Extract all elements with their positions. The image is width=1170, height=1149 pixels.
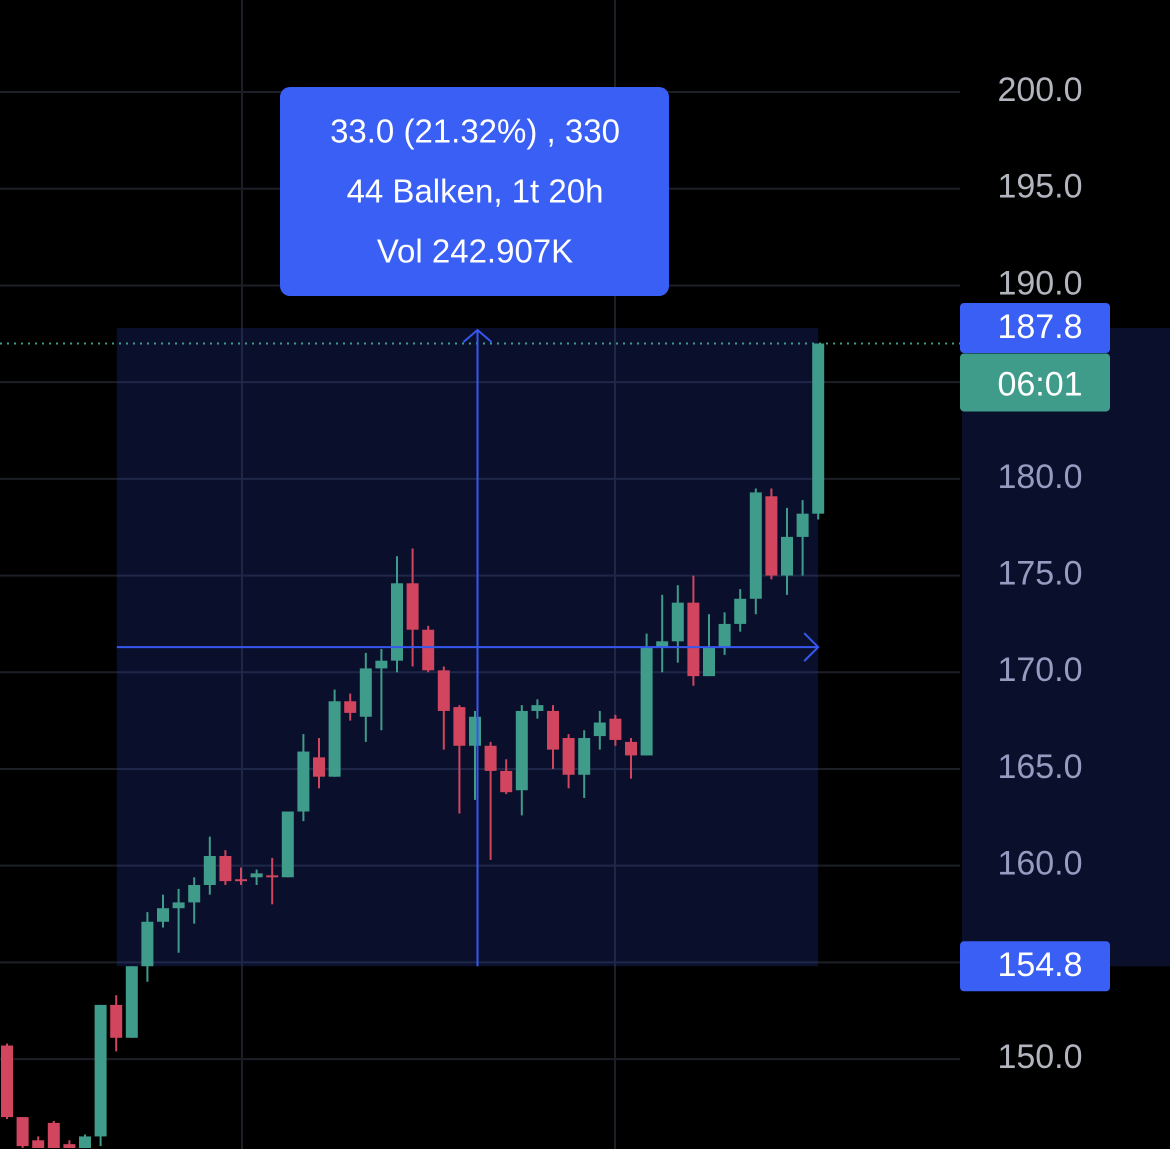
candle-body: [375, 660, 388, 669]
candle-body: [266, 875, 279, 878]
candle-body: [562, 738, 575, 775]
candle-body: [391, 583, 403, 661]
candle-body: [625, 741, 637, 756]
arrow-up: [462, 328, 493, 343]
candle-body: [531, 705, 544, 711]
candle-body: [734, 598, 747, 624]
measure-price-label: 187.8: [997, 308, 1082, 346]
candle-body: [281, 811, 294, 878]
candle-body: [125, 966, 138, 1038]
measure-price-badge: [960, 941, 1110, 992]
candle-body: [250, 873, 263, 878]
candle-body: [703, 647, 715, 677]
y-tick-label: 150.0: [997, 1038, 1082, 1076]
candle-body: [640, 647, 653, 756]
candle-body: [687, 602, 700, 677]
candle-body: [749, 492, 762, 599]
candle-body: [219, 855, 232, 882]
candle-body: [453, 707, 466, 746]
candle-body: [437, 670, 450, 711]
candle-body: [656, 641, 669, 648]
candle-body: [671, 602, 684, 642]
candle-body: [578, 738, 591, 775]
candle-body: [781, 536, 793, 576]
measure-axis-area: [962, 328, 1170, 967]
candle-body: [500, 770, 513, 793]
candle-body: [609, 718, 622, 740]
y-tick-label: 175.0: [997, 555, 1082, 593]
candle-body: [235, 879, 247, 882]
measure-tooltip: [280, 87, 669, 296]
candle-body: [313, 757, 325, 777]
y-tick-label: 170.0: [997, 651, 1082, 689]
candle-body: [188, 885, 201, 903]
y-tick-label: 160.0: [997, 845, 1082, 883]
candle-body: [515, 710, 528, 791]
candle-body: [765, 496, 778, 576]
candle-body: [63, 1144, 76, 1149]
tooltip-line: 44 Balken, 1t 20h: [347, 173, 604, 210]
candle-body: [141, 921, 154, 967]
candle-body: [32, 1140, 45, 1149]
y-tick-label: 180.0: [997, 458, 1082, 496]
candle-body: [47, 1122, 60, 1149]
y-tick-label: 190.0: [997, 264, 1082, 302]
candle-body: [406, 583, 419, 630]
candle-body: [484, 745, 497, 771]
candle-body: [203, 855, 216, 886]
candle-body: [1, 1045, 13, 1118]
candle-body: [157, 908, 169, 922]
countdown: 06:01: [997, 365, 1082, 403]
candle-body: [796, 513, 809, 537]
candle-body: [593, 722, 606, 737]
candle-body: [79, 1136, 91, 1149]
candle-body: [422, 629, 435, 671]
candle-body: [328, 701, 341, 777]
tooltip-line: Vol 242.907K: [377, 233, 573, 270]
candle-body: [344, 701, 357, 713]
candle-body: [359, 668, 372, 717]
y-tick-label: 195.0: [997, 168, 1082, 206]
candle-body: [297, 751, 310, 812]
candle-body: [16, 1117, 29, 1147]
candle-body: [718, 623, 731, 648]
candle-body: [110, 1004, 123, 1038]
measure-price-label: 154.8: [997, 946, 1082, 984]
candle-body: [469, 716, 481, 746]
y-tick-label: 165.0: [997, 748, 1082, 786]
candle-body: [172, 902, 185, 909]
measure-price-badge: [960, 303, 1110, 354]
y-tick-label: 200.0: [997, 71, 1082, 109]
candle-body: [94, 1004, 107, 1137]
candle-body: [547, 710, 559, 750]
tooltip-line: 33.0 (21.32%) , 330: [330, 113, 620, 150]
last-price-badge: [960, 353, 1110, 412]
arrow-right: [803, 632, 820, 662]
candle-body: [812, 343, 825, 514]
